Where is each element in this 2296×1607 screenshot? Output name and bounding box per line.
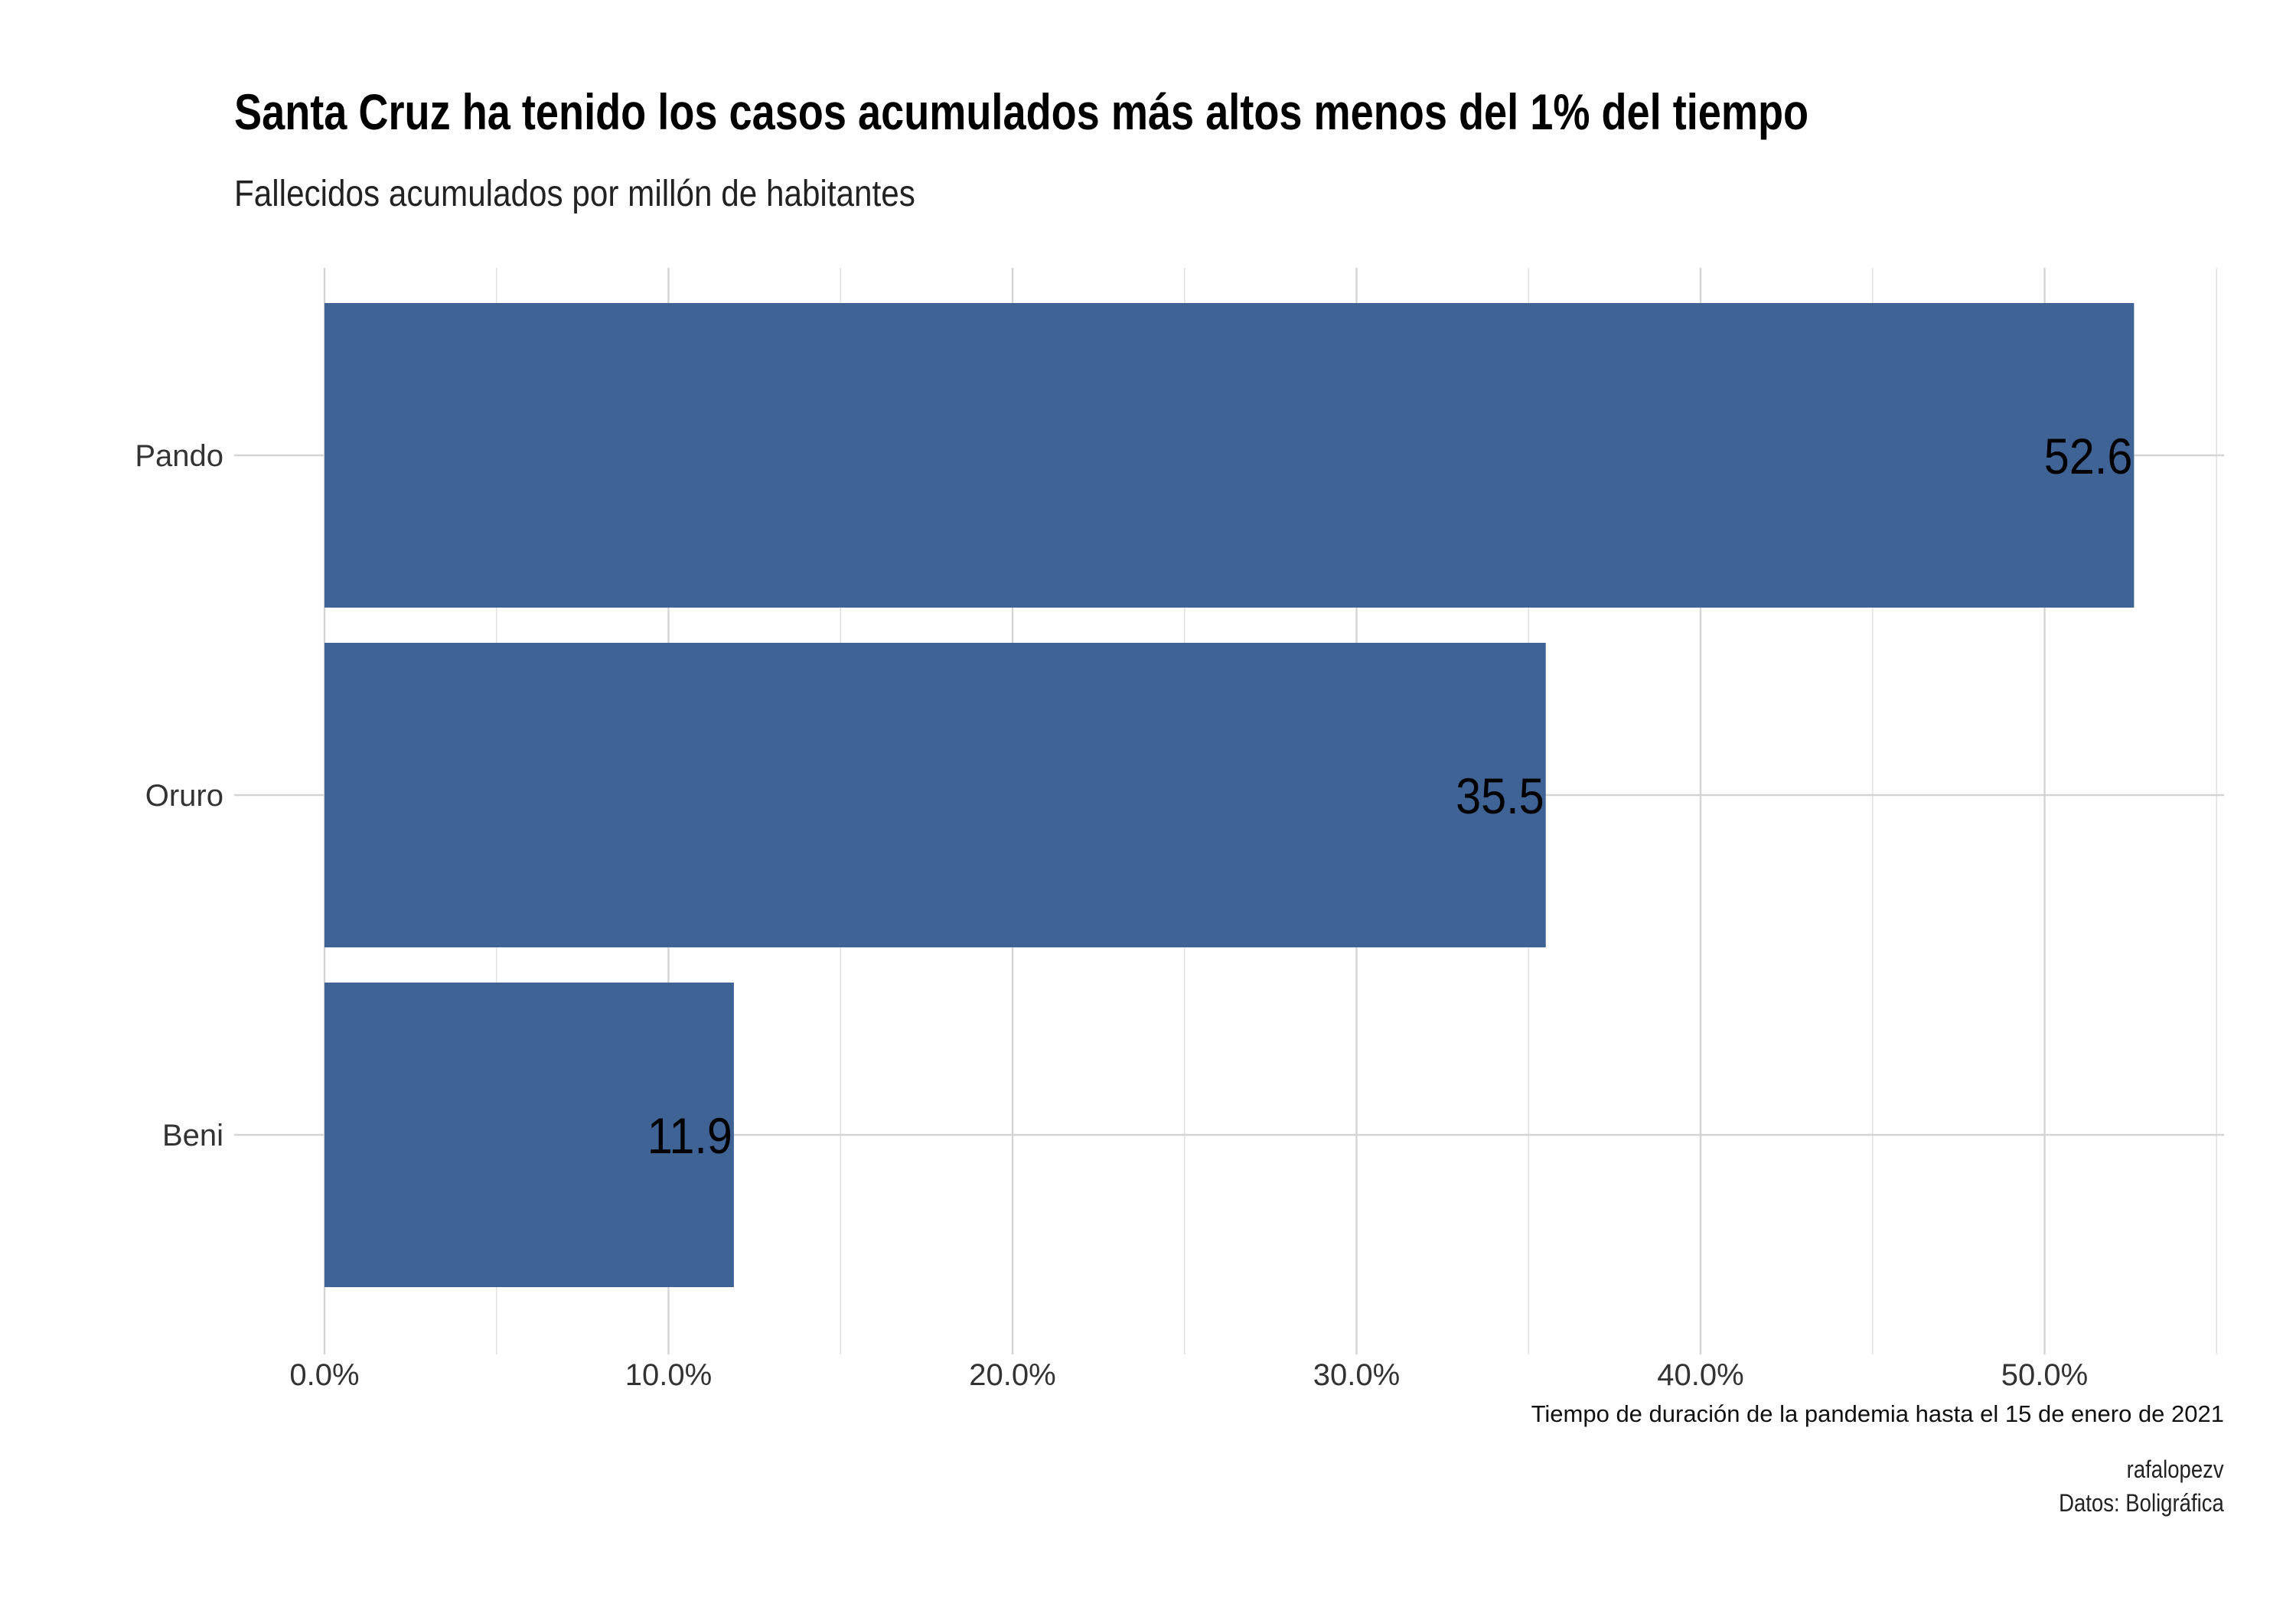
x-tick-label: 0.0% — [289, 1358, 359, 1392]
bar-pando — [325, 303, 2134, 608]
y-tick-label: Oruro — [145, 779, 223, 813]
x-axis-tick-labels: 0.0% 10.0% 20.0% 30.0% 40.0% 50.0% — [289, 1358, 2088, 1392]
x-axis-title: Tiempo de duración de la pandemia hasta … — [1531, 1400, 2224, 1427]
data-label: 52.6 — [2044, 429, 2133, 485]
x-tick-label: 50.0% — [2001, 1358, 2088, 1392]
bar-oruro — [325, 643, 1546, 947]
author-credit: rafalopezv — [2127, 1455, 2224, 1484]
x-tick-label: 40.0% — [1657, 1358, 1743, 1392]
y-tick-label: Pando — [135, 439, 223, 473]
x-tick-label: 20.0% — [969, 1358, 1055, 1392]
y-axis-tick-labels: Pando Oruro Beni — [135, 439, 223, 1152]
y-tick-label: Beni — [162, 1119, 223, 1152]
x-tick-label: 10.0% — [625, 1358, 712, 1392]
x-tick-label: 30.0% — [1313, 1358, 1400, 1392]
data-label: 11.9 — [647, 1108, 732, 1165]
data-source: Datos: Boligráfica — [2059, 1489, 2224, 1517]
data-label: 35.5 — [1456, 768, 1544, 825]
